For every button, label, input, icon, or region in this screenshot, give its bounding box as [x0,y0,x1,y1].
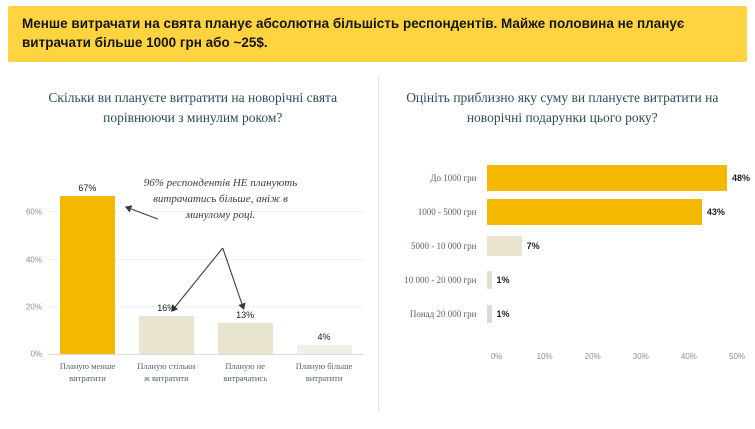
bar-value-label: 13% [236,310,255,321]
category-label: Планую стільки ж витратити [137,361,196,383]
bar-value-label: 67% [78,182,97,193]
y-axis-tick: 60% [25,207,42,217]
annotation-text: 96% респондентів НЕ планують витрачатись… [143,177,298,221]
h-category-label: Понад 20 000 грн [409,309,477,319]
h-bar-row: 5000 - 10 000 грн 7% [392,234,738,258]
left-chart-panel: Скільки ви плануєте витратити на новоріч… [8,62,378,423]
gridline [48,211,364,213]
y-axis-tick: 0% [30,349,42,359]
h-bar-track: 43% [486,199,738,225]
bar-value-label: 4% [317,331,331,342]
bar [138,316,194,354]
bar [59,195,115,354]
h-bar-track: 48% [486,165,750,191]
bar-group: 13% [206,310,285,354]
x-axis-tick: 20% [584,352,601,361]
h-bar [486,199,702,225]
h-category-label: 1000 - 5000 грн [417,207,477,217]
h-bar [486,236,522,256]
h-bar-value-label: 43% [706,207,725,217]
h-bar-value-label: 1% [496,309,510,319]
headline-text: Менше витрачати на свята планує абсолютн… [22,16,685,50]
left-chart-title: Скільки ви плануєте витратити на новоріч… [48,90,338,126]
h-bar-value-label: 1% [496,275,510,285]
headline-banner: Менше витрачати на свята планує абсолютн… [8,6,747,62]
h-category-label: 10 000 - 20 000 грн [404,275,477,285]
h-bar-row: 1000 - 5000 грн 43% [392,199,738,225]
h-bar [486,271,492,289]
bar [217,323,273,354]
h-bar [486,305,492,323]
x-axis-tick: 30% [632,352,649,361]
category-label: Планую більше витратити [295,361,353,383]
bar-group: 4% [285,332,364,354]
y-axis-tick: 40% [25,255,42,265]
y-axis-tick: 20% [25,302,42,312]
category-label: Планую не витрачатись [223,361,268,383]
bar-group: 16% [127,303,206,354]
h-bar-track: 7% [486,233,738,259]
bar-value-label: 16% [157,303,176,314]
right-chart-panel: Оцініть приблизно яку суму ви плануєте в… [378,62,750,423]
h-bar-row: До 1000 грн 48% [392,165,750,191]
h-bar-row: 10 000 - 20 000 грн 1% [392,268,738,292]
x-axis-tick: 0% [490,352,503,361]
vertical-bar-chart: 0% 20% 40% 60% 67% 16% 13% 4% Планую менше витр… [18,183,364,385]
x-axis: 0% 10% 20% 30% 40% 50% [491,352,745,366]
panel-divider [377,76,379,411]
horizontal-bar-chart: До 1000 грн 48% 1000 - 5000 грн 43% 5000 - 1… [392,165,750,366]
bar-group: 67% [48,183,127,354]
h-bar-value-label: 48% [731,173,750,183]
right-chart-title: Оцініть приблизно яку суму ви плануєте в… [406,90,719,126]
h-bar-row: Понад 20 000 грн 1% [392,302,738,326]
h-bar [486,165,727,191]
h-bar-track: 1% [486,301,738,327]
x-axis-tick: 40% [680,352,697,361]
horizontal-rows: До 1000 грн 48% 1000 - 5000 грн 43% 5000 - 1… [392,165,750,326]
h-category-label: До 1000 грн [430,173,477,183]
category-label: Планую менше витратити [59,361,116,383]
h-bar-track: 1% [486,267,738,293]
category-labels-row: Планую менше витратити Планую стільки ж в… [48,361,364,385]
h-bar-value-label: 7% [526,241,540,251]
vertical-plot-area: 0% 20% 40% 60% 67% 16% 13% 4% [26,183,364,359]
x-axis-tick: 10% [536,352,553,361]
h-category-label: 5000 - 10 000 грн [410,241,477,251]
charts-area: Скільки ви плануєте витратити на новоріч… [8,62,750,423]
x-axis-tick: 50% [728,352,746,361]
bar [296,344,352,354]
